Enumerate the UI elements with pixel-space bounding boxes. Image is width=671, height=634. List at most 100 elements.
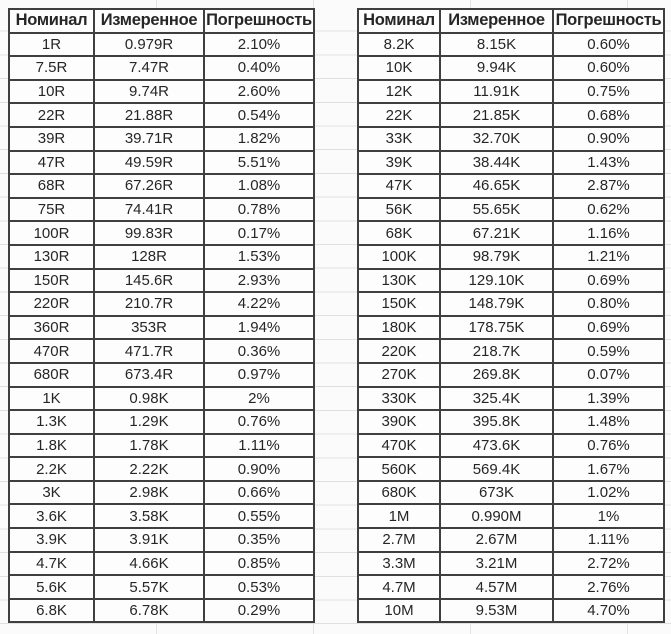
cell-measured: 46.65K (439, 173, 554, 199)
table-row: 270K 269.8K 0.07% (357, 361, 665, 388)
cell-measured: 38.44K (439, 149, 554, 176)
cell-error: 2.93% (203, 267, 315, 294)
table-row: 2.7M 2.67M 1.11% (357, 527, 665, 553)
cell-measured: 325.4K (439, 385, 554, 412)
cell-measured: 3.58K (93, 503, 205, 530)
table-row: 5.6K 5.57K 0.53% (8, 574, 315, 600)
header-row: Номинал Измеренное Погрешность (8, 8, 315, 34)
column-header-measured: Измеренное (439, 8, 554, 34)
cell-nominal: 4.7M (357, 574, 441, 600)
table-row: 4.7M 4.57M 2.76% (357, 574, 665, 600)
cell-measured: 21.88R (93, 102, 205, 128)
cell-error: 1.16% (552, 220, 665, 246)
table-row: 68R 67.26R 1.08% (8, 173, 315, 199)
cell-measured: 32.70K (439, 125, 554, 152)
cell-error: 0.07% (552, 361, 665, 388)
cell-measured: 0.98K (93, 385, 205, 412)
cell-measured: 473.6K (439, 432, 554, 459)
cell-nominal: 1M (357, 503, 441, 530)
cell-measured: 9.94K (439, 55, 554, 81)
cell-error: 0.76% (203, 409, 315, 435)
cell-nominal: 4.7K (8, 550, 95, 577)
table-row: 7.5R 7.47R 0.40% (8, 55, 315, 81)
table-row: 470R 471.7R 0.36% (8, 338, 315, 364)
cell-nominal: 220R (8, 291, 95, 317)
cell-error: 1.11% (203, 432, 315, 459)
cell-error: 1.53% (203, 243, 315, 270)
table-row: 47K 46.65K 2.87% (357, 173, 665, 199)
cell-measured: 148.79K (439, 291, 554, 317)
cell-nominal: 68R (8, 173, 95, 199)
cell-nominal: 2.7M (357, 527, 441, 553)
cell-error: 0.85% (203, 550, 315, 577)
table-row: 33K 32.70K 0.90% (357, 125, 665, 152)
cell-error: 1.82% (203, 125, 315, 152)
cell-error: 0.97% (203, 361, 315, 388)
cell-error: 0.75% (552, 78, 665, 105)
table-row: 3.3M 3.21M 2.72% (357, 550, 665, 577)
table-row: 3.9K 3.91K 0.35% (8, 527, 315, 553)
cell-nominal: 33K (357, 125, 441, 152)
cell-nominal: 39K (357, 149, 441, 176)
cell-nominal: 330K (357, 385, 441, 412)
resistor-table-right: Номинал Измеренное Погрешность 8.2K 8.15… (357, 8, 665, 624)
table-row: 3.6K 3.58K 0.55% (8, 503, 315, 530)
cell-error: 1.67% (552, 456, 665, 482)
cell-nominal: 56K (357, 196, 441, 223)
cell-error: 0.76% (552, 432, 665, 459)
cell-nominal: 3K (8, 479, 95, 506)
table-row: 130R 128R 1.53% (8, 243, 315, 270)
table-row: 56K 55.65K 0.62% (357, 196, 665, 223)
table-row: 180K 178.75K 0.69% (357, 314, 665, 341)
cell-error: 0.55% (203, 503, 315, 530)
table-row: 3K 2.98K 0.66% (8, 479, 315, 506)
cell-error: 0.69% (552, 267, 665, 294)
table-row: 2.2K 2.22K 0.90% (8, 456, 315, 482)
table-row: 100R 99.83R 0.17% (8, 220, 315, 246)
cell-nominal: 470R (8, 338, 95, 364)
cell-nominal: 12K (357, 78, 441, 105)
cell-nominal: 390K (357, 409, 441, 435)
column-header-nominal: Номинал (357, 8, 441, 34)
cell-nominal: 100R (8, 220, 95, 246)
table-row: 1.3K 1.29K 0.76% (8, 409, 315, 435)
cell-error: 0.54% (203, 102, 315, 128)
cell-error: 2.10% (203, 31, 315, 58)
table-body-left: 1R 0.979R 2.10% 7.5R 7.47R 0.40% 10R 9.7… (8, 31, 315, 624)
cell-nominal: 10R (8, 78, 95, 105)
cell-nominal: 680R (8, 361, 95, 388)
cell-nominal: 2.2K (8, 456, 95, 482)
cell-measured: 4.66K (93, 550, 205, 577)
cell-measured: 5.57K (93, 574, 205, 600)
cell-error: 4.22% (203, 291, 315, 317)
cell-measured: 11.91K (439, 78, 554, 105)
cell-nominal: 220K (357, 338, 441, 364)
cell-measured: 269.8K (439, 361, 554, 388)
cell-nominal: 7.5R (8, 55, 95, 81)
cell-error: 2.76% (552, 574, 665, 600)
cell-error: 0.90% (203, 456, 315, 482)
cell-error: 2.87% (552, 173, 665, 199)
cell-nominal: 150R (8, 267, 95, 294)
cell-measured: 2.22K (93, 456, 205, 482)
resistor-table-left: Номинал Измеренное Погрешность 1R 0.979R… (8, 8, 315, 624)
cell-error: 2.72% (552, 550, 665, 577)
cell-nominal: 560K (357, 456, 441, 482)
cell-error: 1.43% (552, 149, 665, 176)
table-row: 4.7K 4.66K 0.85% (8, 550, 315, 577)
cell-nominal: 3.6K (8, 503, 95, 530)
table-row: 680R 673.4R 0.97% (8, 361, 315, 388)
table-row: 22R 21.88R 0.54% (8, 102, 315, 128)
cell-nominal: 47K (357, 173, 441, 199)
cell-measured: 178.75K (439, 314, 554, 341)
cell-error: 0.69% (552, 314, 665, 341)
cell-measured: 9.53M (439, 597, 554, 624)
table-row: 130K 129.10K 0.69% (357, 267, 665, 294)
cell-error: 1.48% (552, 409, 665, 435)
table-row: 100K 98.79K 1.21% (357, 243, 665, 270)
cell-nominal: 1R (8, 31, 95, 58)
cell-measured: 353R (93, 314, 205, 341)
cell-error: 1.94% (203, 314, 315, 341)
column-header-error: Погрешность (552, 8, 665, 34)
